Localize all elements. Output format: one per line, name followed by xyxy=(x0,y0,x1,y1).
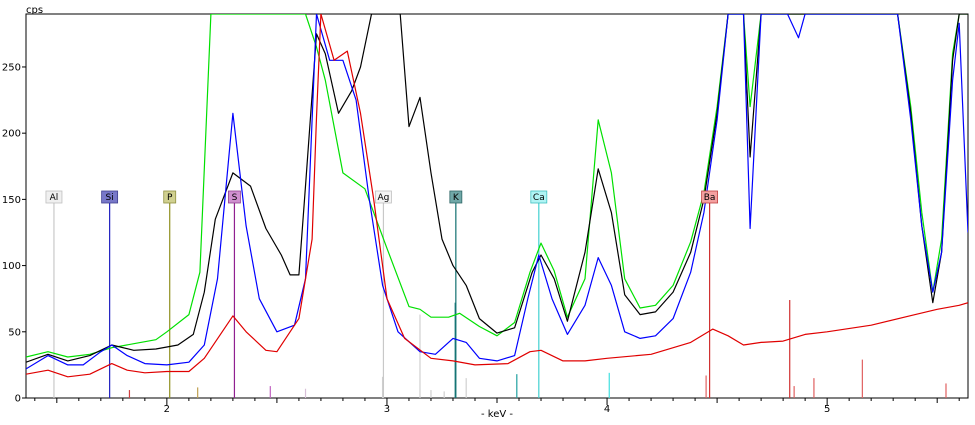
y-axis: 0 50 100 150 200 250 xyxy=(2,62,26,405)
element-line-layer xyxy=(53,203,711,398)
y-tick-label: 200 xyxy=(2,129,21,140)
plot-frame xyxy=(25,13,969,399)
y-tick-label: 50 xyxy=(8,327,21,338)
y-tick-label: 0 xyxy=(15,394,21,405)
x-axis-label: - keV - xyxy=(481,409,513,420)
element-label-box xyxy=(375,190,392,204)
element-label-text: S xyxy=(232,193,238,203)
element-label-text: K xyxy=(453,193,460,203)
plot-area: Al Si P S Ag K Ca Ba xyxy=(25,13,969,399)
element-label-layer: Al Si P S Ag K Ca Ba xyxy=(45,190,719,204)
element-label-text: Si xyxy=(106,193,114,203)
element-label-box xyxy=(449,190,463,204)
x-tick-label: 5 xyxy=(824,404,830,415)
element-label-box xyxy=(101,190,119,204)
element-label-text: Ag xyxy=(377,193,389,203)
element-label-box xyxy=(530,190,548,204)
series-line xyxy=(26,14,968,378)
element-label-box xyxy=(45,190,63,204)
series-layer xyxy=(26,14,968,378)
y-axis-label: cps xyxy=(26,5,43,16)
series-line xyxy=(26,14,968,370)
y-tick-label: 150 xyxy=(2,195,21,206)
element-label-text: Ba xyxy=(704,193,716,203)
series-line xyxy=(26,14,968,358)
element-label-text: Al xyxy=(50,193,59,203)
element-label-text: Ca xyxy=(533,193,545,203)
element-label-text: P xyxy=(167,193,173,203)
element-label-box xyxy=(163,190,177,204)
marker-layer xyxy=(128,300,947,398)
y-tick-label: 250 xyxy=(2,62,21,73)
x-tick-label: 4 xyxy=(604,404,610,415)
x-tick-label: 3 xyxy=(384,404,390,415)
element-label-box xyxy=(701,190,719,204)
element-label-box xyxy=(228,190,241,204)
x-axis: 2 3 4 5 xyxy=(34,398,960,415)
y-tick-label: 100 xyxy=(2,261,21,272)
x-tick-label: 2 xyxy=(164,404,170,415)
